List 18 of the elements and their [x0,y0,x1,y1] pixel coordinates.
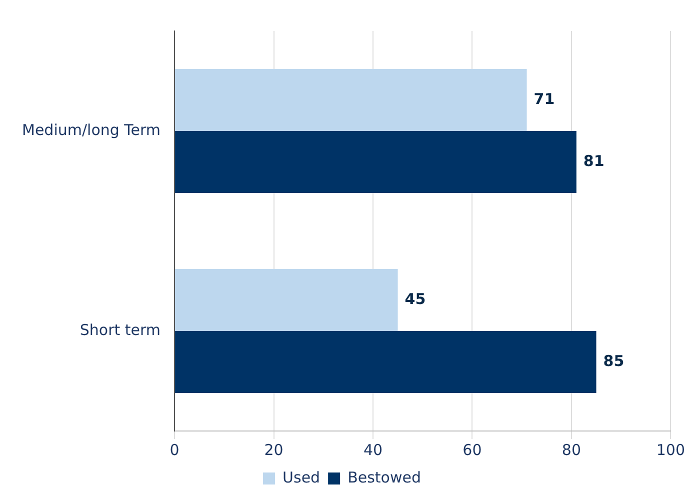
x-tick-label: 40 [363,440,383,459]
data-label: 45 [404,290,426,308]
legend-label: Bestowed [348,468,421,486]
legend-label: Used [282,468,320,486]
bar [175,269,398,331]
y-tick-label: Short term [80,320,161,339]
bar [175,331,596,393]
bar [175,131,576,193]
x-tick-label: 80 [562,440,581,459]
x-tick-label: 0 [170,440,180,459]
data-label: 81 [583,152,604,170]
bar [175,69,527,131]
x-tick-label: 100 [656,440,686,459]
x-tick-label: 60 [462,440,482,459]
data-label: 71 [534,90,555,108]
y-tick-label: Medium/long Term [22,120,161,139]
x-tick-label: 20 [264,440,284,459]
data-label: 85 [603,352,624,370]
